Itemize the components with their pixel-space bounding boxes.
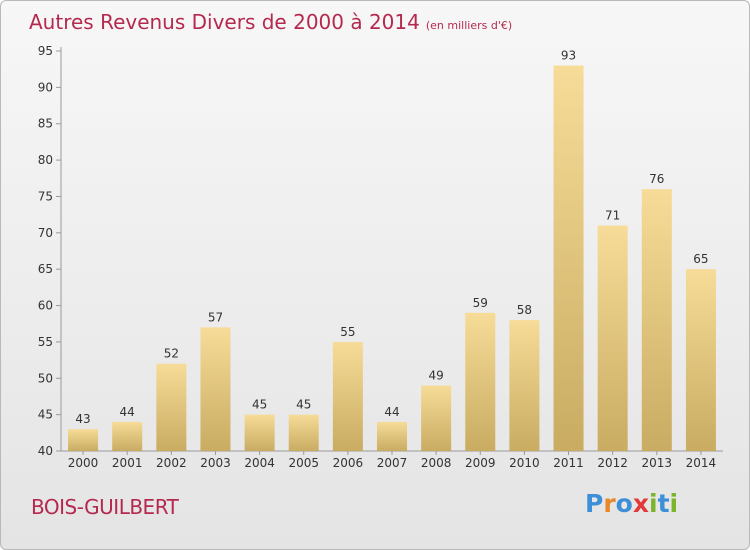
bar — [465, 312, 496, 451]
y-tick-label: 85 — [38, 117, 53, 131]
bar-value-label: 52 — [164, 347, 179, 361]
logo-letter: i — [649, 489, 658, 518]
bar — [641, 189, 672, 451]
x-tick-label: 2003 — [200, 456, 231, 470]
x-tick-label: 2008 — [421, 456, 452, 470]
x-tick-label: 2013 — [642, 456, 673, 470]
bar-value-label: 49 — [428, 369, 443, 383]
bar — [68, 429, 99, 451]
bar-value-label: 44 — [120, 405, 135, 419]
x-tick-label: 2004 — [244, 456, 275, 470]
bar-value-label: 55 — [340, 325, 355, 339]
bar-value-label: 45 — [296, 398, 311, 412]
bar — [200, 327, 231, 451]
x-tick-label: 2006 — [333, 456, 364, 470]
bar-value-label: 43 — [75, 412, 90, 426]
bar — [156, 363, 187, 451]
bar-value-label: 44 — [384, 405, 399, 419]
y-tick-label: 80 — [38, 153, 53, 167]
bar-value-label: 59 — [473, 296, 488, 310]
y-tick-label: 40 — [38, 444, 53, 458]
y-tick-label: 70 — [38, 226, 53, 240]
bar — [597, 225, 628, 451]
y-tick-label: 60 — [38, 299, 53, 313]
logo-letter: o — [615, 489, 633, 518]
bar — [244, 414, 275, 451]
bar-value-label: 58 — [517, 303, 532, 317]
y-tick-label: 65 — [38, 262, 53, 276]
x-tick-label: 2009 — [465, 456, 496, 470]
logo-letter: P — [585, 489, 604, 518]
x-tick-label: 2014 — [686, 456, 717, 470]
chart-title-text: Autres Revenus Divers de 2000 à 2014 — [29, 10, 420, 34]
y-tick-label: 45 — [38, 408, 53, 422]
x-tick-label: 2002 — [156, 456, 187, 470]
bar-value-label: 65 — [693, 252, 708, 266]
bar — [509, 320, 540, 451]
bar-value-label: 71 — [605, 209, 620, 223]
x-tick-label: 2005 — [288, 456, 319, 470]
bar — [421, 385, 452, 451]
bar — [376, 421, 408, 451]
x-tick-label: 2001 — [112, 456, 143, 470]
logo-letter: x — [632, 489, 649, 518]
bar — [332, 341, 363, 451]
x-tick-label: 2011 — [553, 456, 584, 470]
axes: 40 45 50 55 60 65 70 75 80 85 90 95 2000 2001 2002 2003… — [38, 44, 723, 470]
bar-value-label: 93 — [561, 49, 576, 63]
y-tick-label: 50 — [38, 371, 53, 385]
chart-subtitle: (en milliers d'€) — [425, 19, 513, 32]
x-tick-label: 2000 — [68, 456, 99, 470]
chart-title: Autres Revenus Divers de 2000 à 2014 (en … — [29, 10, 512, 34]
bar-value-label: 76 — [649, 172, 664, 186]
bar — [553, 65, 584, 451]
x-tick-label: 2007 — [377, 456, 408, 470]
bar — [112, 421, 143, 451]
bar-value-label: 57 — [208, 310, 223, 324]
y-tick-label: 95 — [38, 44, 53, 58]
bar-value-label: 45 — [252, 398, 267, 412]
bar — [288, 414, 319, 451]
bar — [685, 269, 716, 451]
x-tick-label: 2012 — [597, 456, 628, 470]
bars-group: 43 44 52 57 45 45 55 44 49 59 58 93 71 76 65 — [68, 49, 716, 451]
x-tick-label: 2010 — [509, 456, 540, 470]
logo-letter: t — [657, 489, 670, 518]
y-tick-label: 75 — [38, 189, 53, 203]
logo-letter: i — [669, 489, 679, 518]
commune-name: BOIS-GUILBERT — [31, 495, 179, 519]
logo-letter: r — [603, 489, 616, 518]
y-tick-label: 55 — [38, 335, 53, 349]
y-tick-label: 90 — [38, 80, 53, 94]
proxiti-logo[interactable]: Proxiti — [585, 489, 678, 518]
